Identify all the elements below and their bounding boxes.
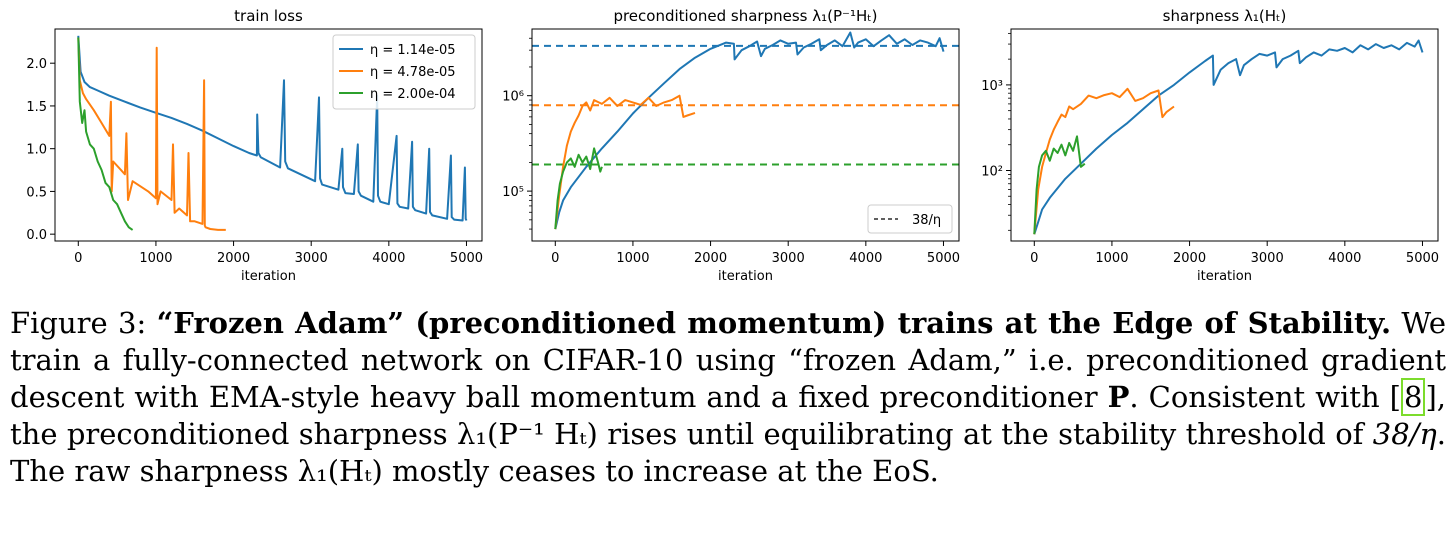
- chart-panel-1: train loss 0 1000 2000 3000 4000 5000 iteration…: [26, 7, 483, 284]
- caption-text-f: mostly ceases to increase at the EoS.: [392, 454, 939, 488]
- figure-canvas: train loss 0 1000 2000 3000 4000 5000 iteration…: [26, 7, 1439, 284]
- caption-text-e: . The raw sharpness: [10, 417, 1447, 488]
- x-tick-label: 1000: [616, 251, 649, 266]
- figure-3: train loss 0 1000 2000 3000 4000 5000 iteration…: [26, 7, 1439, 284]
- caption-text-b: . Consistent with [: [1129, 380, 1401, 414]
- y-tick-label: 10²: [981, 164, 1003, 179]
- caption-text-a: We train a fully-connected network on CI…: [10, 306, 1447, 414]
- x-tick-label: 4000: [849, 251, 882, 266]
- legend-label: η = 2.00e-04: [370, 87, 456, 102]
- chart-title: train loss: [234, 7, 303, 25]
- series-line: [77, 35, 468, 222]
- legend-panel-2: 38/η: [867, 204, 953, 234]
- citation-link[interactable]: 8: [1401, 378, 1426, 416]
- caption-symbol-p: P: [1107, 380, 1130, 414]
- series-line: [1033, 39, 1424, 235]
- caption-text-d: rises until equilibrating at the stabili…: [607, 417, 1364, 451]
- y-tick-label: 10³: [981, 79, 1003, 94]
- x-axis-label: iteration: [1197, 269, 1252, 284]
- legend-label: 38/η: [912, 213, 941, 228]
- x-tick-label: 2000: [694, 251, 727, 266]
- x-tick-label: 0: [74, 251, 82, 266]
- x-tick-label: 1000: [1095, 251, 1128, 266]
- legend-label: η = 4.78e-05: [370, 65, 456, 80]
- legend-box: [332, 34, 476, 110]
- chart-title: preconditioned sharpness λ₁(P⁻¹Hₜ): [613, 7, 877, 25]
- x-tick-label: 0: [1030, 251, 1038, 266]
- series-line: [1033, 135, 1086, 235]
- caption-math-2: 38/η: [1372, 417, 1437, 451]
- x-tick-label: 2000: [1173, 251, 1206, 266]
- y-tick-label: 1.0: [26, 143, 47, 158]
- x-tick-label: 5000: [1406, 251, 1439, 266]
- y-tick-label: 2.0: [26, 57, 47, 72]
- x-axis-label: iteration: [241, 269, 296, 284]
- x-tick-label: 3000: [772, 251, 805, 266]
- series-line: [554, 31, 945, 230]
- x-tick-label: 1000: [139, 251, 172, 266]
- series-line: [77, 37, 134, 231]
- x-tick-label: 5000: [450, 251, 483, 266]
- x-tick-label: 5000: [927, 251, 960, 266]
- x-tick-label: 3000: [1251, 251, 1284, 266]
- y-tick-label: 1.5: [26, 100, 47, 115]
- y-tick-label: 0.0: [26, 228, 47, 243]
- axes-frame: [1010, 28, 1439, 242]
- series-line: [554, 94, 696, 230]
- caption-label: Figure 3:: [10, 306, 147, 340]
- x-tick-label: 3000: [295, 251, 328, 266]
- caption-math-3: λ₁(Hₜ): [297, 454, 383, 488]
- axes-frame: [531, 28, 960, 242]
- legend-label: η = 1.14e-05: [370, 43, 456, 58]
- x-tick-label: 0: [551, 251, 559, 266]
- chart-panel-2: preconditioned sharpness λ₁(P⁻¹Hₜ) 0 1000 2…: [502, 7, 960, 284]
- axes-frame: [54, 28, 483, 242]
- caption-text-c: ], the preconditioned sharpness: [10, 380, 1446, 451]
- series-line: [77, 37, 226, 231]
- series-line: [1033, 87, 1175, 235]
- x-axis-label: iteration: [718, 269, 773, 284]
- y-tick-label: 0.5: [26, 185, 47, 200]
- caption-math-1: λ₁(P⁻¹ Hₜ): [457, 417, 598, 451]
- figure-caption: Figure 3: “Frozen Adam” (preconditioned …: [10, 305, 1446, 490]
- series-line: [554, 147, 603, 230]
- x-tick-label: 4000: [372, 251, 405, 266]
- y-tick-label: 10⁶: [502, 90, 524, 105]
- y-tick-label: 10⁵: [502, 185, 524, 200]
- legend-panel-1: η = 1.14e-05 η = 4.78e-05 η = 2.00e-04: [332, 34, 476, 110]
- chart-panel-3: sharpness λ₁(Hₜ) 0 1000 2000 3000 4000 5000 ite…: [981, 7, 1439, 284]
- x-tick-label: 4000: [1328, 251, 1361, 266]
- chart-title: sharpness λ₁(Hₜ): [1163, 7, 1287, 25]
- x-tick-label: 2000: [217, 251, 250, 266]
- legend-box: [867, 204, 953, 234]
- caption-title: “Frozen Adam” (preconditioned momentum) …: [156, 306, 1392, 340]
